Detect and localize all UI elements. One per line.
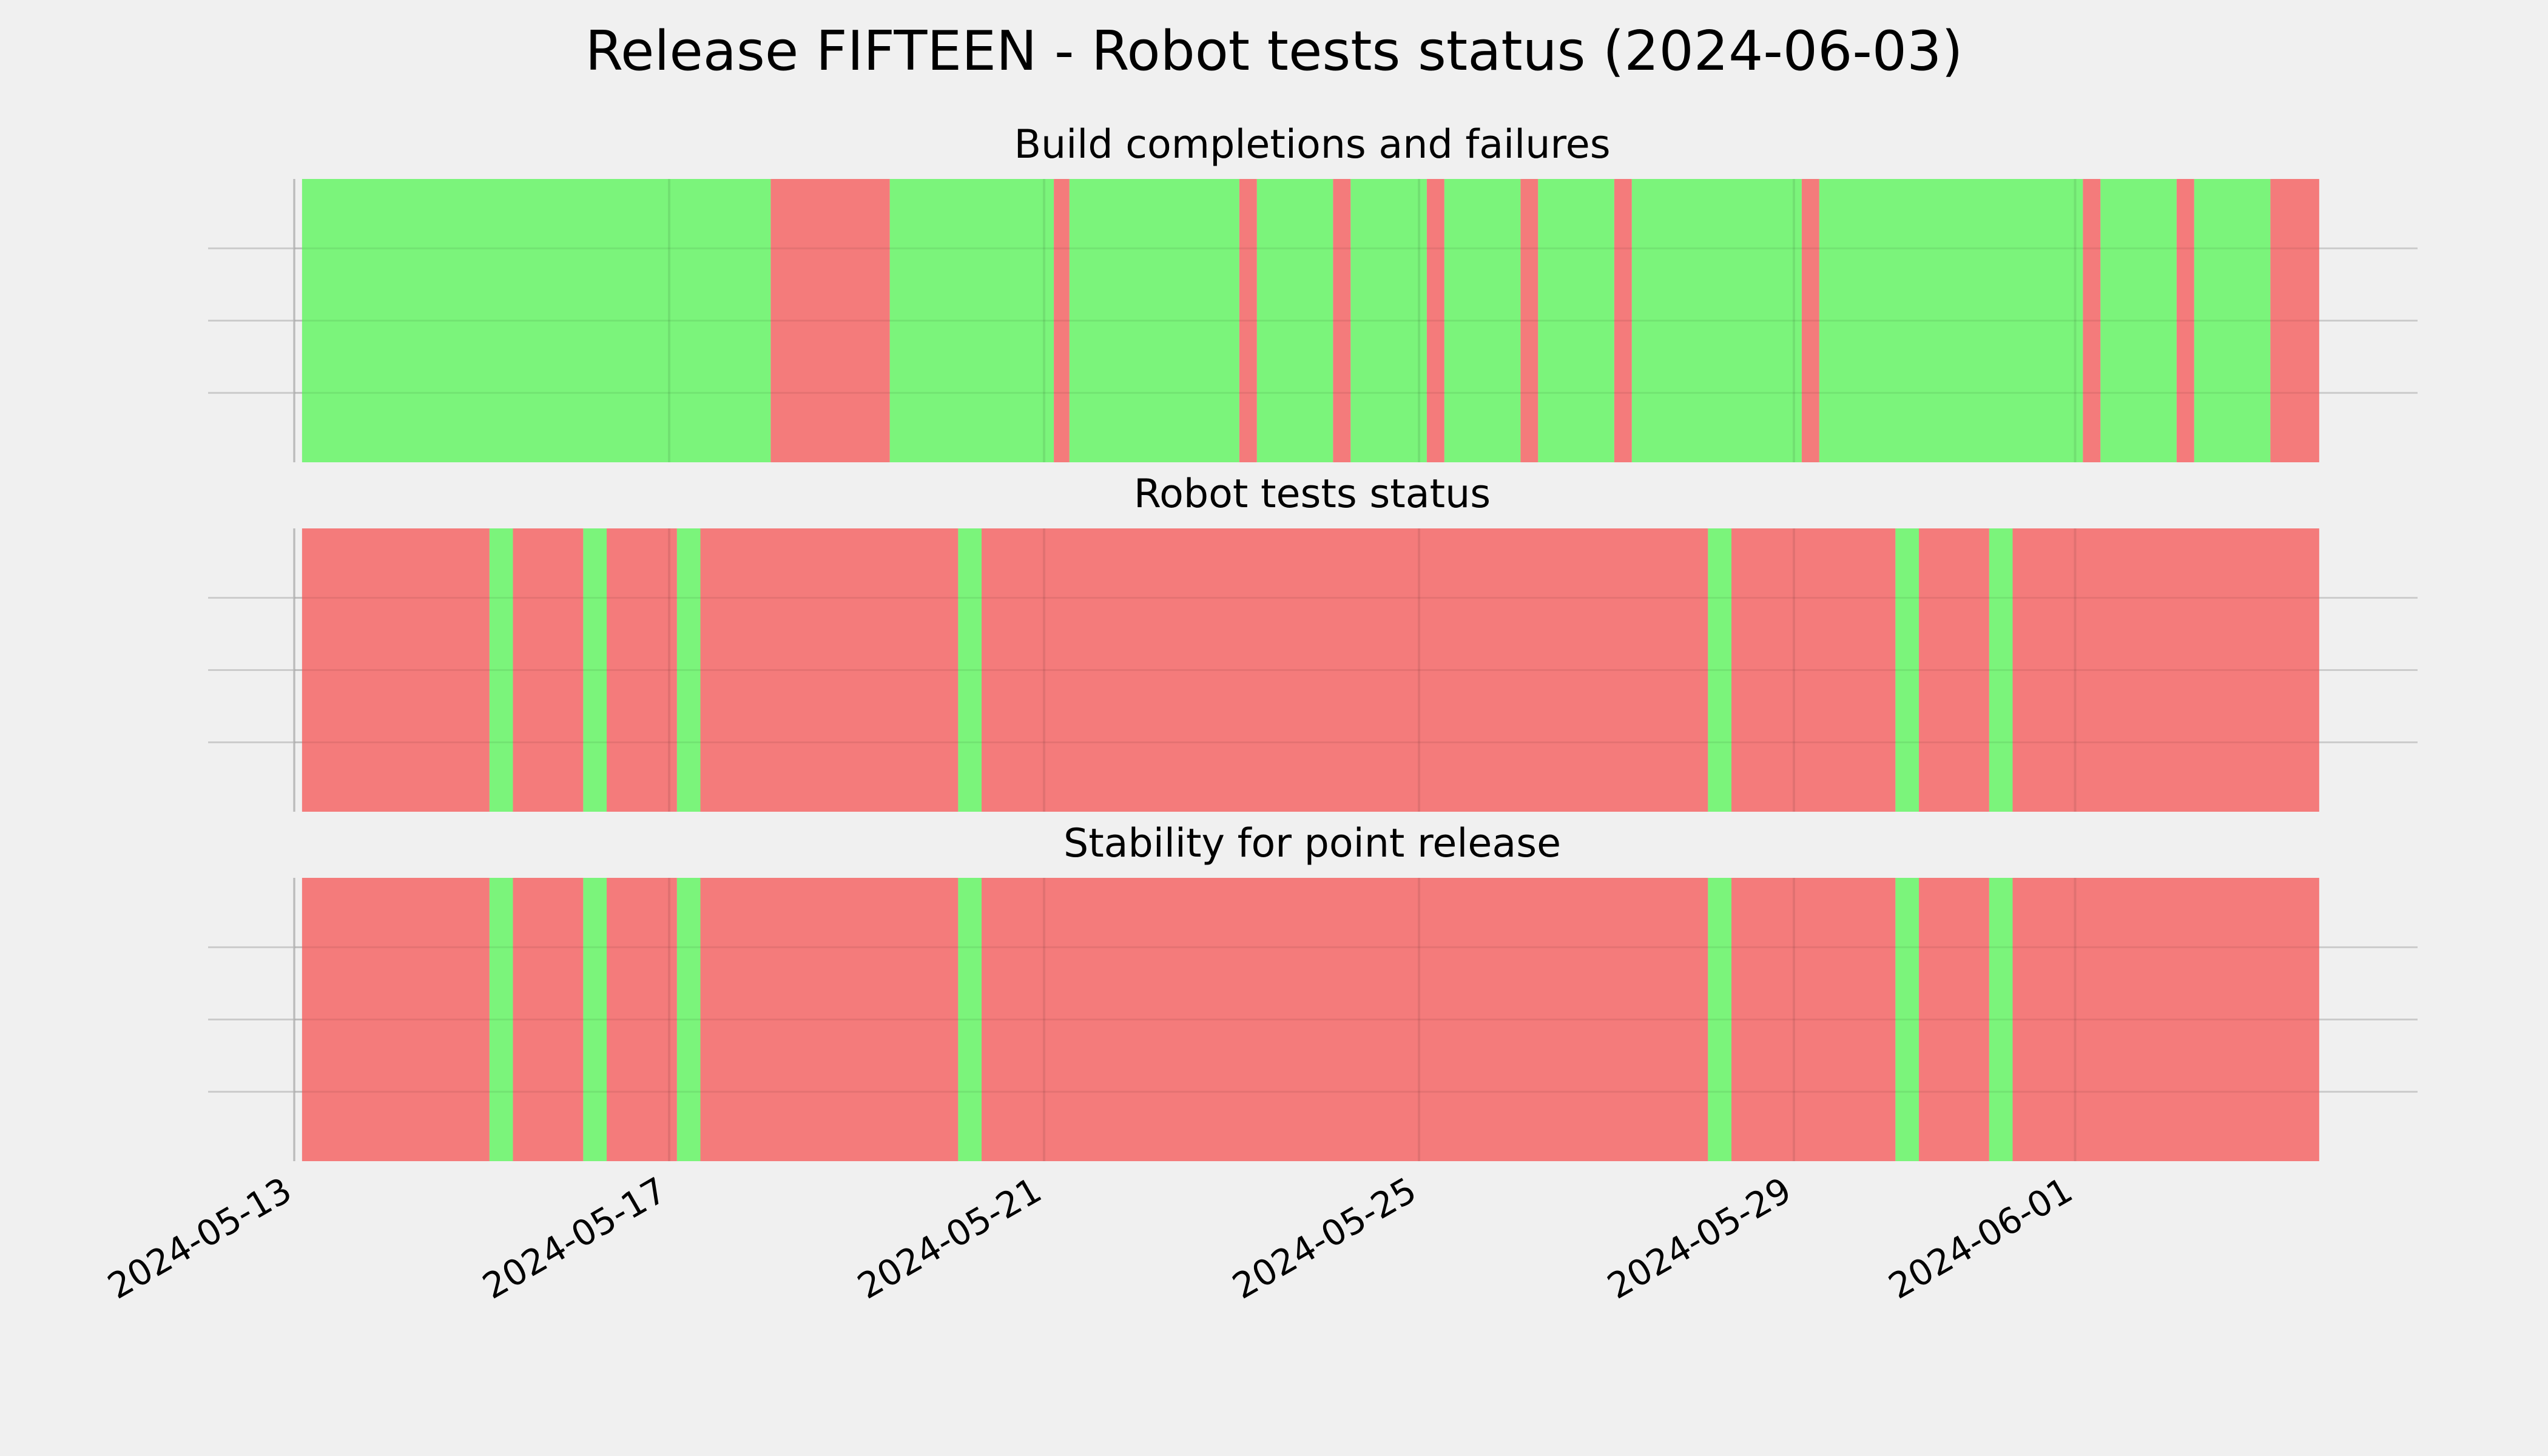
segment-pass — [889, 179, 1054, 462]
segment-fail — [1426, 179, 1444, 462]
chart-panels: Build completions and failures Robot test… — [208, 122, 2418, 1161]
segment-pass — [1895, 528, 1919, 812]
panel-title: Stability for point release — [1063, 821, 1561, 866]
segment-fail — [2083, 179, 2101, 462]
segment-pass — [302, 179, 771, 462]
segment-fail — [982, 528, 1708, 812]
segment-pass — [1256, 179, 1333, 462]
segment-fail — [1054, 179, 1070, 462]
segment-pass — [1989, 528, 2013, 812]
segment-fail — [302, 878, 490, 1161]
segment-pass — [489, 528, 513, 812]
segment-fail — [700, 528, 959, 812]
segment-pass — [489, 878, 513, 1161]
segment-pass — [1444, 179, 1521, 462]
segment-fail — [2012, 528, 2319, 812]
segment-pass — [676, 878, 701, 1161]
segment-pass — [1895, 878, 1919, 1161]
segment-fail — [1614, 179, 1632, 462]
segment-fail — [1239, 179, 1257, 462]
segment-pass — [583, 878, 607, 1161]
segment-fail — [513, 878, 584, 1161]
segment-pass — [2100, 179, 2177, 462]
segment-fail — [1919, 528, 1989, 812]
segment-fail — [1520, 179, 1539, 462]
segment-pass — [1069, 179, 1239, 462]
segment-fail — [1801, 179, 1819, 462]
segment-pass — [583, 528, 607, 812]
segment-fail — [2270, 179, 2319, 462]
segment-fail — [700, 878, 959, 1161]
segment-fail — [1919, 878, 1989, 1161]
segment-fail — [302, 528, 490, 812]
panel-3: Stability for point release — [208, 821, 2418, 1161]
segment-pass — [1708, 528, 1731, 812]
figure-title: Release FIFTEEN - Robot tests status (20… — [585, 19, 1963, 83]
panel-1: Build completions and failures — [208, 122, 2418, 462]
segment-fail — [982, 878, 1708, 1161]
segment-pass — [1631, 179, 1802, 462]
segment-pass — [1819, 179, 2083, 462]
segment-fail — [1731, 878, 1896, 1161]
segment-pass — [1350, 179, 1427, 462]
segment-fail — [770, 179, 890, 462]
segment-fail — [2012, 878, 2319, 1161]
segment-fail — [2176, 179, 2194, 462]
segment-fail — [513, 528, 584, 812]
segment-pass — [1708, 878, 1731, 1161]
panel-title: Robot tests status — [1134, 471, 1491, 517]
segment-fail — [1333, 179, 1351, 462]
segment-fail — [607, 878, 677, 1161]
segment-pass — [676, 528, 701, 812]
segment-pass — [2194, 179, 2271, 462]
segment-fail — [607, 528, 677, 812]
segment-pass — [1989, 878, 2013, 1161]
panel-title: Build completions and failures — [1014, 122, 1610, 167]
segment-pass — [1538, 179, 1614, 462]
panel-2: Robot tests status — [208, 471, 2418, 812]
segment-pass — [958, 528, 982, 812]
segment-fail — [1731, 528, 1896, 812]
segment-pass — [958, 878, 982, 1161]
